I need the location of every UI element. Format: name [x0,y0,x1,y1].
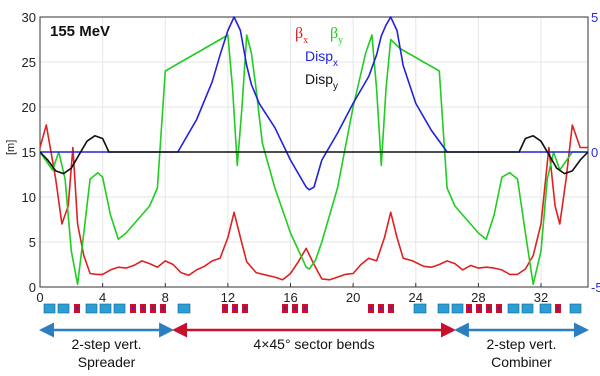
dipole-magnet [437,303,450,314]
quad-core [152,307,154,310]
dipole-magnet [539,303,552,314]
dipole-magnet [85,303,98,314]
series-beta_y [39,34,588,286]
quad-core [468,307,470,310]
x-tick-label: 0 [36,290,43,305]
section-arrows: 2-step vert. Spreader 4×45° sector bends 2-… [39,322,589,370]
magnet-lattice [43,303,582,314]
x-tick-label: 20 [346,290,360,305]
dipole-magnet [113,303,126,314]
legend-disp-x: Dispx [305,48,338,69]
quad-core [478,307,480,310]
right-tick-label: 0 [591,145,598,160]
y-tick-label: 5 [29,235,36,250]
legend-disp-y: Dispy [305,71,338,92]
axis-ticks: 0 4 8 12 16 20 24 28 32 0 5 10 15 20 25 30 -5 0 5 [22,10,600,305]
quad-core [284,307,286,310]
quad-core [370,307,372,310]
y-tick-label: 15 [22,145,36,160]
series-disp_y [39,135,589,175]
right-tick-label: -5 [591,280,600,295]
x-tick-label: 12 [221,290,235,305]
chart-title: 155 MeV [50,23,110,40]
section-label: Spreader [78,354,136,370]
quad-core [244,307,246,310]
legend-beta-y: βy [330,25,343,46]
dipole-magnet [413,303,427,314]
x-tick-label: 16 [283,290,297,305]
dipole-magnet [451,303,464,314]
dipole-magnet [521,303,534,314]
y-tick-label: 10 [22,190,36,205]
dipole-magnet [177,303,191,314]
x-tick-label: 4 [99,290,106,305]
y-tick-label: 0 [29,280,36,295]
quad-core [132,307,134,310]
dipole-magnet [507,303,520,314]
right-tick-label: 5 [591,10,598,25]
section-label: 2-step vert. [72,336,142,352]
quad-core [142,307,144,310]
quad-core [488,307,490,310]
dipole-magnet [43,303,56,314]
series-beta_x [39,124,588,281]
dipole-magnet [569,303,582,314]
x-tick-label: 28 [471,290,485,305]
quad-core [234,307,236,310]
y-axis-label: [m] [5,140,17,155]
legend-beta-x: βx [295,25,308,46]
x-tick-label: 8 [162,290,169,305]
quad-core [390,307,392,310]
quad-core [76,307,78,310]
dipole-magnet [99,303,112,314]
x-tick-label: 32 [534,290,548,305]
section-label: 2-step vert. [486,336,556,352]
y-tick-label: 20 [22,100,36,115]
y-tick-label: 25 [22,55,36,70]
quad-core [498,307,500,310]
y-tick-label: 30 [22,10,36,25]
quad-core [224,307,226,310]
x-tick-label: 24 [409,290,423,305]
quad-core [162,307,164,310]
dipole-magnet [57,303,70,314]
section-label: Combiner [491,354,552,370]
quad-core [380,307,382,310]
quad-core [294,307,296,310]
quad-core [557,307,559,310]
series-group [39,16,589,286]
quad-core [304,307,306,310]
section-label: 4×45° sector bends [253,336,374,352]
